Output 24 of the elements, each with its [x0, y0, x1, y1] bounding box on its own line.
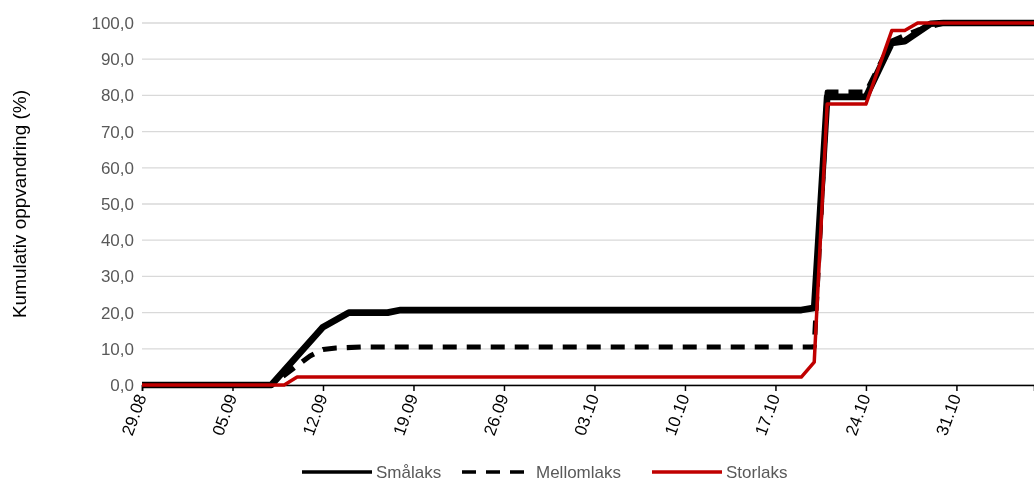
y-tick-label: 90,0 — [100, 50, 134, 70]
y-tick-label: 70,0 — [100, 122, 134, 142]
x-tick-label: 03.10 — [570, 391, 603, 439]
x-tick-label: 12.09 — [299, 391, 332, 439]
y-tick-label: 60,0 — [100, 158, 134, 178]
x-tick-label: 26.09 — [480, 391, 513, 439]
y-tick-label: 30,0 — [100, 267, 134, 287]
legend-label: Smålaks — [376, 462, 442, 482]
y-tick-label: 20,0 — [100, 303, 134, 323]
y-tick-label: 100,0 — [91, 13, 134, 33]
x-tick-label: 24.10 — [842, 391, 875, 439]
y-tick-label: 10,0 — [100, 339, 134, 359]
legend-label: Mellomlaks — [536, 462, 622, 482]
x-tick-label: 05.09 — [208, 391, 241, 439]
x-tick-label: 10.10 — [661, 391, 694, 439]
legend-label: Storlaks — [726, 462, 788, 482]
y-axis-title: Kumulativ oppvandring (%) — [9, 89, 30, 319]
x-tick-label: 19.09 — [389, 391, 422, 439]
y-tick-label: 80,0 — [100, 86, 134, 106]
y-tick-label: 40,0 — [100, 231, 134, 251]
y-tick-label: 0,0 — [110, 375, 134, 395]
y-tick-label: 50,0 — [100, 194, 134, 214]
x-tick-label: 17.10 — [751, 391, 784, 439]
x-tick-label: 31.10 — [932, 391, 965, 439]
